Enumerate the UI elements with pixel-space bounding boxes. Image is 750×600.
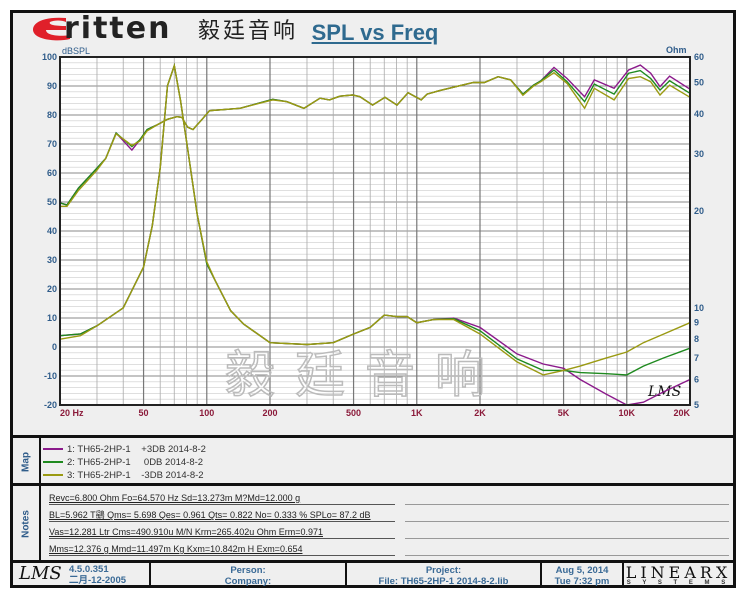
impedance-curve-series-3 bbox=[59, 62, 691, 376]
x-tick-label: 500 bbox=[346, 408, 361, 418]
y2-tick-label: 5 bbox=[694, 400, 699, 410]
company-label: Company: bbox=[224, 576, 272, 587]
note-line: BL=5.962 T鷂 Qms= 5.698 Qes= 0.961 Qts= 0… bbox=[49, 509, 395, 522]
watermark: 毅廷音响 bbox=[225, 346, 505, 404]
note-blank-line bbox=[405, 555, 729, 556]
plot-border bbox=[59, 56, 691, 406]
y-tick-label: 0 bbox=[52, 342, 57, 352]
chart-title-text: SPL vs Freq bbox=[311, 20, 439, 45]
y2-tick-label: 30 bbox=[694, 149, 704, 159]
build-date: 二月-12-2005 bbox=[69, 575, 127, 586]
notes-panel: Notes Revc=6.800 Ohm Fo=64.570 Hz Sd=13.… bbox=[13, 483, 733, 561]
legend-text: 3: TH65-2HP-1 -3DB 2014-8-2 bbox=[67, 470, 204, 481]
y-tick-label: 40 bbox=[47, 226, 57, 236]
y-tick-label: 60 bbox=[47, 168, 57, 178]
y2-tick-label: 10 bbox=[694, 303, 704, 313]
legend-text: 2: TH65-2HP-1 0DB 2014-8-2 bbox=[67, 457, 204, 468]
y-tick-label: 100 bbox=[42, 52, 57, 62]
y2-tick-label: 8 bbox=[694, 334, 699, 344]
person-cell: Person: Company: bbox=[151, 563, 347, 588]
map-panel: Map 1: TH65-2HP-1 +3DB 2014-8-2 2: TH65-… bbox=[13, 435, 733, 485]
x-tick-label: 20K bbox=[673, 408, 690, 418]
y2-tick-label: 7 bbox=[694, 353, 699, 363]
chart-title: SPL vs Freq bbox=[0, 20, 750, 46]
spl-chart: 毅廷音响 LMS1009080706050403020100-10-2060504… bbox=[42, 45, 704, 418]
lms-logo: LMS bbox=[19, 563, 62, 584]
y2-tick-label: 60 bbox=[694, 52, 704, 62]
y-tick-label: 80 bbox=[47, 110, 57, 120]
y2-tick-label: 9 bbox=[694, 318, 699, 328]
project-label: Project: bbox=[425, 565, 462, 576]
note-line: Mms=12.376 g Mmd=11.497m Kg Kxm=10.842m … bbox=[49, 543, 395, 556]
spl-curve-series-3 bbox=[60, 71, 691, 208]
y-tick-label: -20 bbox=[44, 400, 57, 410]
note-line: Revc=6.800 Ohm Fo=64.570 Hz Sd=13.273m M… bbox=[49, 492, 395, 505]
y2-tick-label: 40 bbox=[694, 109, 704, 119]
time: Tue 7:32 pm bbox=[554, 576, 610, 587]
y2-tick-label: 50 bbox=[694, 78, 704, 88]
date-cell: Aug 5, 2014 Tue 7:32 pm bbox=[542, 563, 624, 588]
file-name: File: TH65-2HP-1 2014-8-2.lib bbox=[378, 576, 509, 587]
version: 4.5.0.351 bbox=[69, 564, 109, 575]
x-tick-label: 1K bbox=[411, 408, 423, 418]
y2-axis-label: Ohm bbox=[666, 45, 687, 55]
y-tick-label: 10 bbox=[47, 313, 57, 323]
linearx-sub: S Y S T E M S bbox=[626, 580, 731, 586]
x-tick-label: 100 bbox=[199, 408, 214, 418]
legend-item-2[interactable]: 2: TH65-2HP-1 0DB 2014-8-2 bbox=[43, 457, 203, 468]
person-label: Person: bbox=[230, 565, 266, 576]
y-tick-label: 20 bbox=[47, 284, 57, 294]
map-side-label: Map bbox=[13, 438, 41, 485]
note-blank-line bbox=[405, 521, 729, 522]
map-label: Map bbox=[20, 451, 32, 472]
note-line: Vas=12.281 Ltr Cms=490.910u M/N Krm=265.… bbox=[49, 526, 395, 539]
linearx-brand: LINEARX bbox=[625, 563, 732, 582]
legend-item-3[interactable]: 3: TH65-2HP-1 -3DB 2014-8-2 bbox=[43, 470, 204, 481]
version-cell: LMS 4.5.0.351 二月-12-2005 bbox=[13, 563, 151, 588]
logo-swoosh-icon bbox=[33, 17, 70, 41]
x-tick-label: 20 Hz bbox=[60, 408, 84, 418]
company-logo: ritten 毅廷音响 bbox=[28, 12, 298, 46]
legend-text: 1: TH65-2HP-1 +3DB 2014-8-2 bbox=[67, 444, 206, 455]
y-tick-label: -10 bbox=[44, 371, 57, 381]
legend-item-1[interactable]: 1: TH65-2HP-1 +3DB 2014-8-2 bbox=[43, 444, 206, 455]
x-tick-label: 50 bbox=[139, 408, 149, 418]
x-tick-label: 200 bbox=[262, 408, 277, 418]
x-tick-label: 10K bbox=[619, 408, 636, 418]
notes-label: Notes bbox=[20, 509, 32, 538]
y2-tick-label: 20 bbox=[694, 206, 704, 216]
y-tick-label: 70 bbox=[47, 139, 57, 149]
logo-brand: ritten bbox=[64, 11, 172, 46]
project-cell: Project: File: TH65-2HP-1 2014-8-2.lib bbox=[347, 563, 542, 588]
notes-side-label: Notes bbox=[13, 486, 41, 561]
note-blank-line bbox=[405, 538, 729, 539]
linearx-logo: LINEARX S Y S T E M S bbox=[624, 563, 733, 588]
date: Aug 5, 2014 bbox=[555, 565, 609, 576]
y2-tick-label: 6 bbox=[694, 374, 699, 384]
logo-chinese: 毅廷音响 bbox=[198, 19, 299, 44]
x-tick-label: 2K bbox=[474, 408, 486, 418]
y-tick-label: 50 bbox=[47, 197, 57, 207]
x-tick-label: 5K bbox=[558, 408, 570, 418]
note-blank-line bbox=[405, 504, 729, 505]
footer: LMS 4.5.0.351 二月-12-2005 Person: Company… bbox=[13, 560, 733, 588]
y-axis-label: dBSPL bbox=[62, 46, 90, 56]
y-tick-label: 90 bbox=[47, 81, 57, 91]
y-tick-label: 30 bbox=[47, 255, 57, 265]
